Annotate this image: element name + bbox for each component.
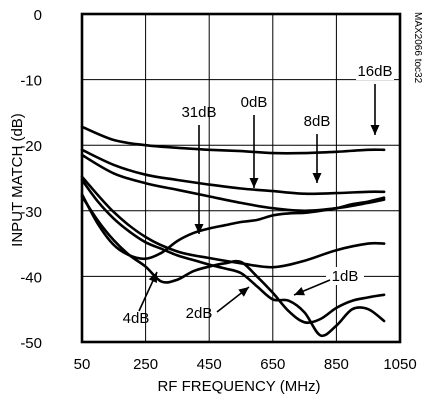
annotation-arrowhead [249, 178, 259, 188]
x-tick-label: 250 [133, 356, 158, 373]
y-tick-label: -30 [20, 204, 42, 221]
x-tick-label: 450 [197, 356, 222, 373]
series-line-16dB [80, 125, 386, 155]
y-tick-label: -40 [20, 269, 42, 286]
y-tick-label: -10 [20, 73, 42, 90]
annotation-arrowhead [312, 173, 322, 183]
annotation-label-8dB: 8dB [304, 113, 331, 130]
y-tick-label: 0 [34, 7, 42, 24]
annotations: 16dB 8dB 0dB 31dB 4dB 2dB 1dB [123, 62, 394, 327]
annotation-label-2dB: 2dB [186, 305, 213, 322]
annotation-arrowhead [238, 287, 249, 297]
annotation-bg [356, 62, 394, 80]
x-tick-label: 1050 [383, 356, 416, 373]
annotation-label-4dB: 4dB [123, 310, 150, 327]
x-tick-label: 50 [74, 356, 91, 373]
watermark: MAX2066 toc32 [412, 12, 423, 84]
tick-labels: 0 -10 -20 -30 -40 -50 50 250 450 650 850 1050 [20, 7, 416, 373]
series-line-2dB [80, 195, 386, 324]
x-tick-label: 650 [260, 356, 285, 373]
annotation-arrowhead [148, 272, 157, 283]
series-line-1dB [80, 178, 386, 338]
y-tick-label: -20 [20, 138, 42, 155]
annotation-arrowhead [370, 125, 380, 135]
y-axis-label: INPUT MATCH (dB) [9, 113, 26, 247]
annotation-label-0dB: 0dB [241, 94, 268, 111]
plot-frame [80, 12, 402, 344]
x-axis-label: RF FREQUENCY (MHz) [157, 378, 320, 395]
annotation-arrowhead [194, 224, 204, 234]
series-line-8dB [80, 148, 386, 196]
annotation-bg [326, 267, 364, 285]
annotation-label-1dB: 1dB [332, 268, 359, 285]
annotation-label-16dB: 16dB [357, 63, 392, 80]
y-tick-label: -50 [20, 335, 42, 352]
annotation-label-31dB: 31dB [181, 104, 216, 121]
x-tick-label: 850 [324, 356, 349, 373]
annotation-arrowhead [294, 287, 305, 296]
series-lines [80, 125, 386, 338]
series-line-0dB [80, 153, 386, 213]
